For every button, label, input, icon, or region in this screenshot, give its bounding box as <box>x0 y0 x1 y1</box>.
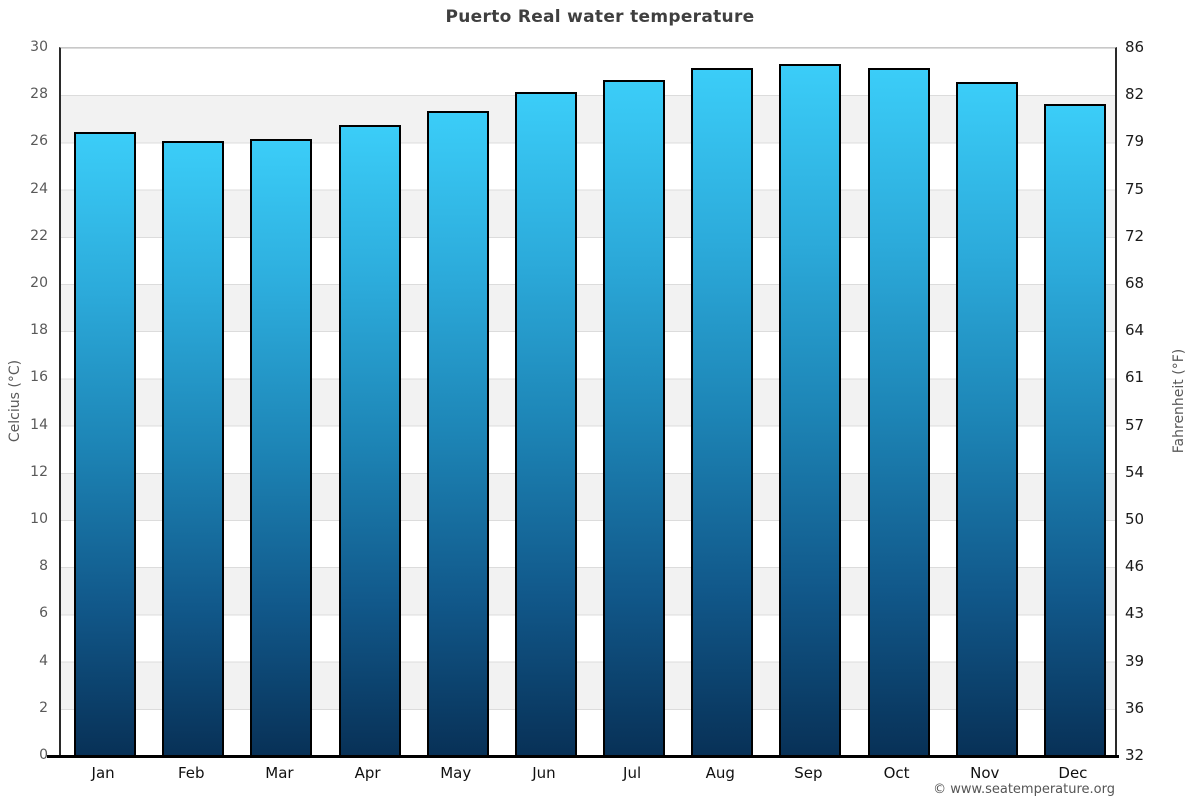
celsius-tick-label: 8 <box>39 558 48 575</box>
temperature-bar-dec <box>1043 103 1106 755</box>
fahrenheit-tick-label: 36 <box>1125 698 1145 717</box>
temperature-bar-apr <box>338 124 401 755</box>
celsius-tick-label: 20 <box>30 275 48 291</box>
chart-title: Puerto Real water temperature <box>445 7 755 27</box>
bar-slot <box>590 48 678 755</box>
celsius-tick-label: 30 <box>30 39 48 55</box>
celsius-tick-label: 10 <box>30 511 48 527</box>
temperature-bar-oct <box>867 68 930 755</box>
y-axis-right-title: Fahrenheit (°F) <box>1166 47 1192 755</box>
celsius-tick-label: 14 <box>30 416 48 433</box>
celsius-tick-label: 4 <box>39 652 48 669</box>
celsius-tick-label: 22 <box>30 227 48 244</box>
month-label-aug: Aug <box>705 764 735 782</box>
month-label-may: May <box>440 764 472 782</box>
month-label-apr: Apr <box>354 764 381 782</box>
celsius-axis-label: Celcius (°C) <box>7 359 23 443</box>
fahrenheit-tick-label: 86 <box>1125 38 1145 56</box>
fahrenheit-tick-label: 43 <box>1125 604 1145 623</box>
fahrenheit-tick-label: 46 <box>1125 557 1145 576</box>
copyright-credit: © www.seatemperature.org <box>933 782 1115 797</box>
y-axis-left-title: Celcius (°C) <box>2 47 28 755</box>
bar-slot <box>855 48 943 755</box>
month-label-mar: Mar <box>265 764 294 782</box>
month-label-nov: Nov <box>970 764 1000 782</box>
celsius-tick-label: 16 <box>30 369 48 386</box>
temperature-bar-jan <box>74 131 137 755</box>
bar-slot <box>237 48 325 755</box>
celsius-tick-label: 6 <box>39 605 48 622</box>
month-label-jan: Jan <box>91 764 115 782</box>
celsius-tick-label: 24 <box>30 180 48 197</box>
bar-slot <box>502 48 590 755</box>
plot-area <box>59 47 1117 755</box>
bar-slot <box>61 48 149 755</box>
bar-slot <box>326 48 414 755</box>
month-label-oct: Oct <box>883 764 910 782</box>
celsius-tick-label: 26 <box>30 133 48 150</box>
bar-slot <box>766 48 854 755</box>
temperature-bar-feb <box>162 141 225 755</box>
temperature-bar-sep <box>779 63 842 755</box>
month-label-jun: Jun <box>532 764 556 782</box>
month-label-feb: Feb <box>177 764 205 782</box>
fahrenheit-tick-label: 61 <box>1125 368 1145 387</box>
fahrenheit-tick-label: 54 <box>1125 462 1145 481</box>
fahrenheit-tick-label: 75 <box>1125 179 1145 198</box>
bar-slot <box>414 48 502 755</box>
month-label-sep: Sep <box>794 764 823 782</box>
temperature-bar-aug <box>691 68 754 755</box>
celsius-tick-label: 18 <box>30 322 48 339</box>
fahrenheit-tick-label: 82 <box>1125 85 1145 104</box>
celsius-tick-label: 28 <box>30 86 48 103</box>
x-axis-line <box>47 755 1119 758</box>
month-label-dec: Dec <box>1058 764 1088 782</box>
temperature-bar-jul <box>603 80 666 755</box>
fahrenheit-tick-label: 64 <box>1125 321 1145 340</box>
temperature-bar-nov <box>955 82 1018 755</box>
celsius-tick-label: 2 <box>39 699 48 716</box>
celsius-tick-label: 0 <box>39 747 48 763</box>
bar-slot <box>678 48 766 755</box>
celsius-tick-label: 12 <box>30 463 48 480</box>
fahrenheit-tick-label: 39 <box>1125 651 1145 670</box>
temperature-bar-jun <box>514 91 577 755</box>
fahrenheit-tick-label: 79 <box>1125 132 1145 151</box>
bar-slot <box>1031 48 1119 755</box>
fahrenheit-tick-label: 57 <box>1125 415 1145 434</box>
fahrenheit-tick-label: 72 <box>1125 226 1145 245</box>
fahrenheit-tick-label: 32 <box>1125 746 1145 764</box>
temperature-bar-mar <box>250 139 313 755</box>
bar-slot <box>943 48 1031 755</box>
fahrenheit-tick-label: 68 <box>1125 274 1145 292</box>
temperature-bar-may <box>426 110 489 755</box>
month-label-jul: Jul <box>623 764 642 782</box>
fahrenheit-axis-label: Fahrenheit (°F) <box>1171 348 1188 454</box>
bar-slot <box>149 48 237 755</box>
fahrenheit-tick-label: 50 <box>1125 510 1145 528</box>
